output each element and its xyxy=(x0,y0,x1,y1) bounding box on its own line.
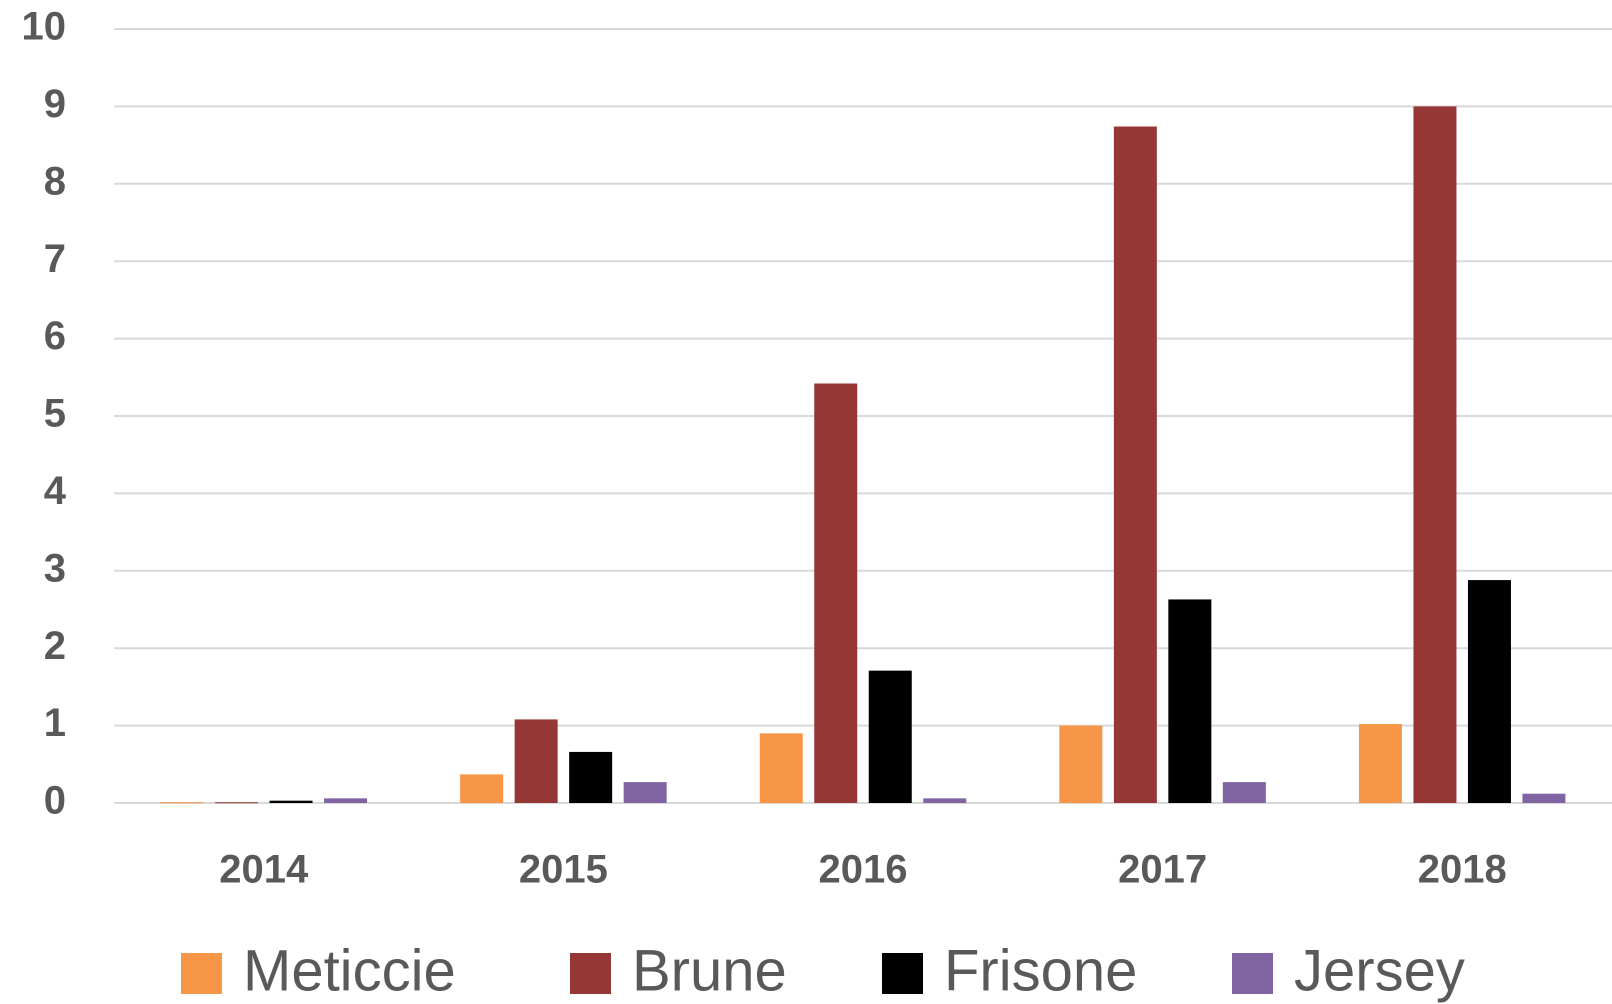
bar xyxy=(759,733,803,803)
bar xyxy=(569,751,613,803)
bar xyxy=(814,383,858,803)
bar xyxy=(1522,793,1566,803)
bar xyxy=(324,798,368,803)
y-tick-label: 7 xyxy=(44,237,66,281)
legend-label: Jersey xyxy=(1294,938,1465,1003)
y-tick-label: 6 xyxy=(44,314,66,358)
bar xyxy=(923,798,967,803)
legend-swatch xyxy=(181,953,222,994)
bar xyxy=(1222,782,1266,803)
y-tick-label: 10 xyxy=(22,5,67,49)
legend-label: Meticcie xyxy=(243,938,456,1003)
bar xyxy=(269,800,313,803)
y-tick-label: 9 xyxy=(44,82,66,126)
x-tick-label: 2018 xyxy=(1418,848,1507,892)
y-tick-label: 3 xyxy=(44,546,66,590)
y-tick-label: 1 xyxy=(44,701,66,745)
y-tick-label: 0 xyxy=(44,779,66,823)
y-tick-label: 4 xyxy=(44,469,67,513)
bar xyxy=(514,719,558,803)
bar xyxy=(623,782,667,803)
y-tick-label: 2 xyxy=(44,624,66,668)
legend-swatch xyxy=(882,953,923,994)
x-tick-label: 2015 xyxy=(519,848,608,892)
legend-swatch xyxy=(570,953,611,994)
x-tick-label: 2017 xyxy=(1118,848,1207,892)
bar xyxy=(1113,126,1157,804)
bar xyxy=(460,774,504,803)
x-tick-label: 2016 xyxy=(819,848,908,892)
y-tick-label: 5 xyxy=(44,392,66,436)
legend-label: Brune xyxy=(632,938,787,1003)
bar xyxy=(160,802,204,804)
bar xyxy=(1413,106,1457,803)
legend-swatch xyxy=(1232,953,1273,994)
bar xyxy=(1358,724,1402,803)
x-tick-label: 2014 xyxy=(219,848,309,892)
bar xyxy=(1059,725,1103,803)
bar xyxy=(215,802,259,804)
y-tick-label: 8 xyxy=(44,159,66,203)
bar xyxy=(1168,599,1212,803)
bar xyxy=(1467,580,1511,803)
bar xyxy=(868,670,912,803)
legend-label: Frisone xyxy=(944,938,1137,1003)
